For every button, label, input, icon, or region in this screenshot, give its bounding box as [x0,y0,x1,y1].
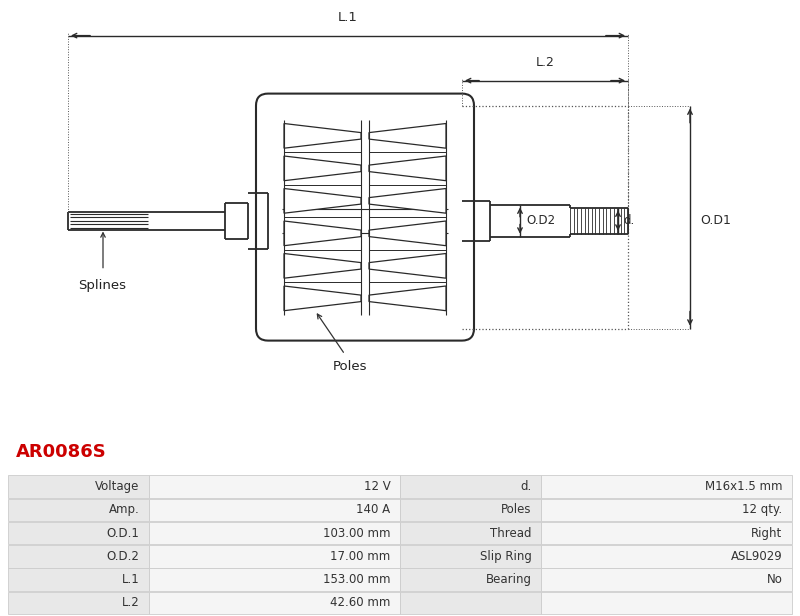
Polygon shape [284,254,361,278]
FancyBboxPatch shape [400,498,541,521]
Polygon shape [369,156,446,180]
Text: 17.00 mm: 17.00 mm [330,550,390,563]
FancyBboxPatch shape [400,592,541,614]
FancyBboxPatch shape [256,94,474,341]
FancyBboxPatch shape [8,592,149,614]
FancyBboxPatch shape [400,569,541,591]
Text: O.D.1: O.D.1 [107,527,140,540]
Polygon shape [284,156,361,180]
FancyBboxPatch shape [541,476,792,498]
Text: 12 qty.: 12 qty. [742,503,782,516]
Text: Amp.: Amp. [109,503,140,516]
Text: O.D.2: O.D.2 [107,550,140,563]
Text: Right: Right [751,527,782,540]
Text: Thread: Thread [490,527,532,540]
FancyBboxPatch shape [8,476,149,498]
FancyBboxPatch shape [149,569,400,591]
FancyBboxPatch shape [149,592,400,614]
FancyBboxPatch shape [541,522,792,545]
Polygon shape [369,221,446,246]
Text: 153.00 mm: 153.00 mm [323,573,390,586]
Text: No: No [766,573,782,586]
Polygon shape [284,188,361,213]
Text: L.2: L.2 [535,55,554,68]
FancyBboxPatch shape [541,545,792,567]
Text: O.D1: O.D1 [700,214,731,227]
FancyBboxPatch shape [541,569,792,591]
FancyBboxPatch shape [149,498,400,521]
Text: d.: d. [521,480,532,493]
FancyBboxPatch shape [8,569,149,591]
FancyBboxPatch shape [400,522,541,545]
Text: L.1: L.1 [338,10,358,23]
FancyBboxPatch shape [541,498,792,521]
Text: 103.00 mm: 103.00 mm [323,527,390,540]
Text: Splines: Splines [78,279,126,292]
Text: Bearing: Bearing [486,573,532,586]
Text: ASL9029: ASL9029 [731,550,782,563]
Text: d.: d. [623,214,634,227]
Text: AR0086S: AR0086S [16,442,106,461]
Text: Voltage: Voltage [95,480,140,493]
Polygon shape [369,254,446,278]
Polygon shape [369,286,446,310]
Polygon shape [369,123,446,148]
Polygon shape [284,286,361,310]
FancyBboxPatch shape [400,545,541,567]
Text: 12 V: 12 V [364,480,390,493]
FancyBboxPatch shape [400,476,541,498]
Polygon shape [284,123,361,148]
Text: Slip Ring: Slip Ring [480,550,532,563]
FancyBboxPatch shape [149,476,400,498]
FancyBboxPatch shape [541,592,792,614]
Text: Poles: Poles [333,360,367,373]
Text: O.D2: O.D2 [526,214,555,227]
Text: L.2: L.2 [122,596,140,609]
Polygon shape [369,188,446,213]
FancyBboxPatch shape [149,522,400,545]
FancyBboxPatch shape [8,498,149,521]
FancyBboxPatch shape [8,522,149,545]
Text: L.1: L.1 [122,573,140,586]
FancyBboxPatch shape [149,545,400,567]
Polygon shape [284,221,361,246]
Text: M16x1.5 mm: M16x1.5 mm [705,480,782,493]
Text: 42.60 mm: 42.60 mm [330,596,390,609]
FancyBboxPatch shape [8,545,149,567]
Text: Poles: Poles [502,503,532,516]
Text: 140 A: 140 A [357,503,390,516]
